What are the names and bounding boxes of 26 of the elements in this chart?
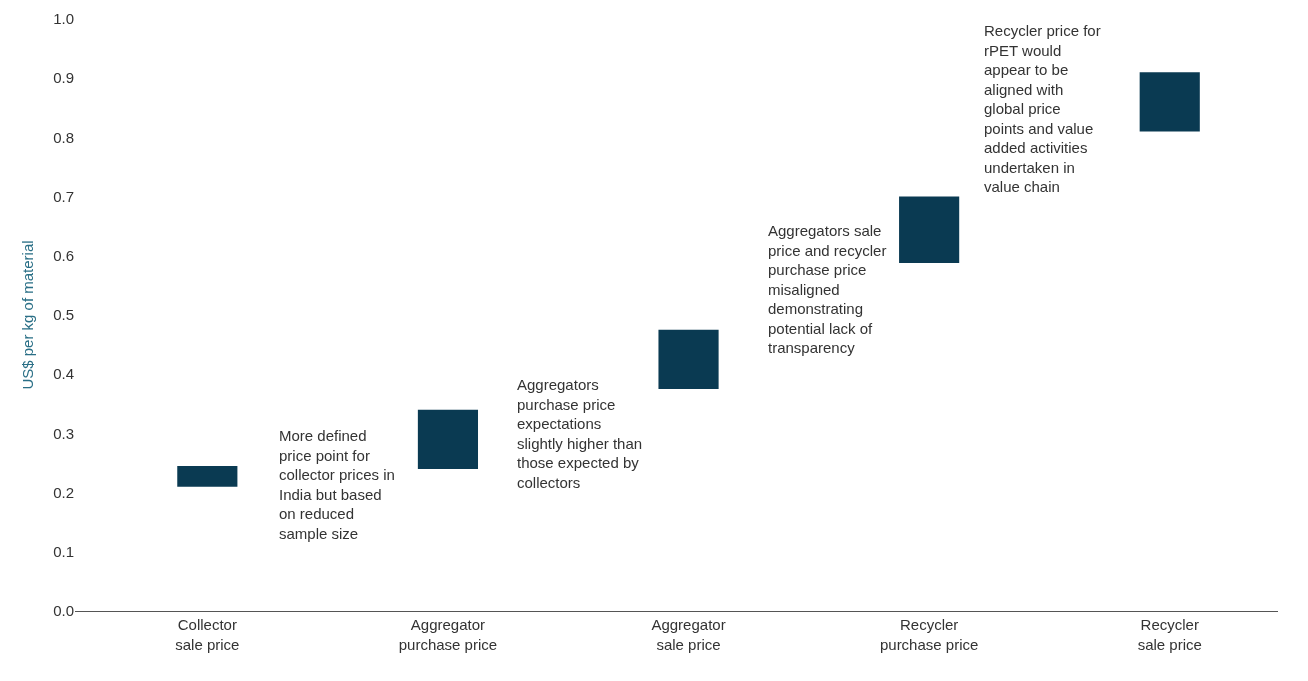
x-tick-label: Collector sale price: [175, 616, 240, 653]
y-axis-title: US$ per kg of material: [19, 240, 37, 390]
y-tick-label: 0.7: [53, 187, 74, 205]
bar: [899, 196, 960, 263]
y-tick-label: 0.6: [53, 247, 74, 265]
annotation: Aggregators purchase price expectations slightly higher than those expected by collectors: [517, 376, 643, 491]
y-tick-label: 0.0: [53, 602, 74, 620]
y-tick-label: 0.5: [53, 306, 74, 324]
y-tick-label: 0.8: [53, 128, 74, 146]
bar: [177, 465, 238, 487]
annotation: More defined price point for collector prices in India but based on reduced sample size: [279, 427, 395, 542]
y-tick-label: 0.4: [53, 365, 74, 383]
bar: [1139, 72, 1200, 132]
y-tick-label: 0.9: [53, 69, 74, 87]
bar: [417, 409, 479, 469]
y-tick-label: 0.2: [53, 483, 74, 501]
bar: [658, 329, 719, 389]
y-tick-label: 0.1: [53, 543, 74, 561]
y-tick-label: 1.0: [53, 10, 74, 28]
annotation: Aggregators sale price and recycler purchase price misaligned demonstrating potential lack of transparency: [768, 222, 887, 356]
x-tick-label: Aggregator sale price: [651, 616, 726, 653]
x-tick-label: Recycler purchase price: [879, 616, 979, 653]
x-tick-label: Recycler sale price: [1137, 616, 1202, 653]
text: Recycler price for rPET would appear to be aligned with global price points and value added activities undertaken in value chain: [984, 22, 1101, 195]
y-tick-label: 0.3: [53, 424, 74, 442]
x-tick-label: Aggregator purchase price: [398, 616, 498, 653]
